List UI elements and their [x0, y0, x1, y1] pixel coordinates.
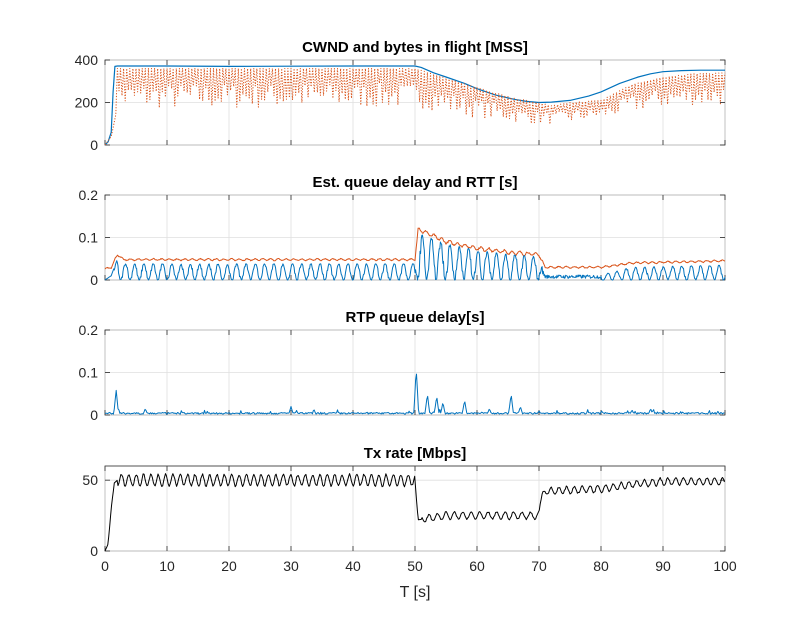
y-tick-label: 0	[90, 272, 98, 288]
x-tick-label: 20	[221, 558, 237, 574]
x-tick-label: 10	[159, 558, 175, 574]
x-tick-label: 70	[531, 558, 547, 574]
panel-queue-rtt: 0 0.1 0.2 Est. queue delay and RTT [s]	[79, 174, 726, 288]
panel-cwnd: 0 200 400 CWND and bytes in flight [MSS]	[75, 39, 726, 153]
series-line-orange	[104, 227, 726, 270]
plot-area	[104, 473, 725, 552]
grid	[104, 59, 726, 146]
x-tick-label: 40	[345, 558, 361, 574]
x-tick-label: 100	[713, 558, 737, 574]
y-tick-label: 0.2	[79, 187, 99, 203]
x-tick-label: 0	[101, 558, 109, 574]
x-tick-label: 30	[283, 558, 299, 574]
chart-title: CWND and bytes in flight [MSS]	[302, 39, 528, 56]
chart-title: RTP queue delay[s]	[346, 309, 485, 326]
plot-area	[105, 373, 725, 415]
y-tick-labels: 0 50	[82, 472, 98, 559]
y-tick-label: 400	[75, 52, 99, 68]
x-axis-label: T [s]	[400, 584, 431, 601]
grid	[104, 466, 726, 552]
y-tick-label: 200	[75, 95, 99, 111]
y-tick-label: 0.1	[79, 230, 99, 246]
x-tick-label: 80	[593, 558, 609, 574]
series-line-blue	[104, 234, 726, 281]
grid	[104, 194, 726, 281]
y-tick-label: 0	[90, 407, 98, 423]
y-tick-label: 50	[82, 472, 98, 488]
plot-area	[104, 65, 726, 146]
plot-area	[104, 227, 726, 281]
x-tick-labels: 0 10 20 30 40 50 60 70 80 90 100	[101, 558, 737, 574]
y-tick-labels: 0 0.1 0.2	[79, 322, 99, 423]
panel-tx-rate: 0 50 0 10 20 30 40 50 60 70 80 90 100 Tx rate [Mbps…	[82, 445, 736, 574]
y-tick-label: 0.2	[79, 322, 99, 338]
x-tick-label: 90	[655, 558, 671, 574]
x-tick-label: 50	[407, 558, 423, 574]
y-tick-label: 0	[90, 543, 98, 559]
series-line-black	[104, 473, 725, 552]
y-tick-labels: 0 200 400	[75, 52, 99, 153]
series-line-blue	[105, 373, 725, 415]
panel-rtp-delay: 0 0.1 0.2 RTP queue delay[s]	[79, 309, 726, 423]
chart-title: Tx rate [Mbps]	[364, 445, 467, 462]
y-tick-labels: 0 0.1 0.2	[79, 187, 99, 288]
y-tick-label: 0	[90, 137, 98, 153]
x-tick-label: 60	[469, 558, 485, 574]
chart-title: Est. queue delay and RTT [s]	[312, 174, 517, 191]
y-tick-label: 0.1	[79, 365, 99, 381]
